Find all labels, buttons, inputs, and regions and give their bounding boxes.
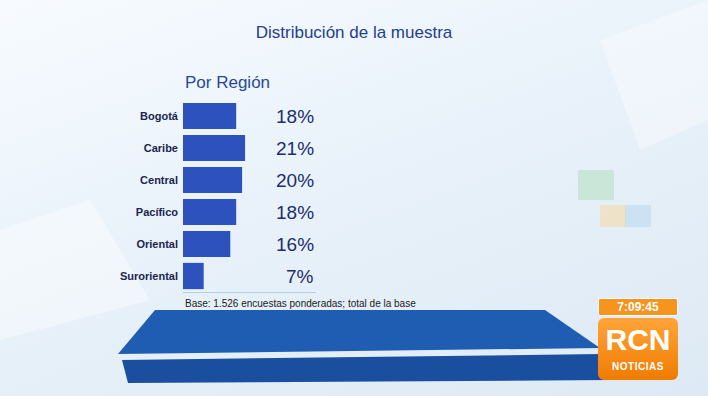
html-text:RCN: RCN [605, 323, 671, 356]
html-text:NOTICIAS: NOTICIAS [612, 361, 664, 372]
svg-text:Suroriental: Suroriental [120, 270, 178, 282]
svg-text:Base: 1.526 encuestas ponderad: Base: 1.526 encuestas ponderadas; total … [185, 298, 416, 309]
svg-text:Pacífico: Pacífico [136, 206, 178, 218]
svg-text:16%: 16% [276, 234, 314, 255]
html-text:7:09:45: 7:09:45 [617, 300, 659, 314]
svg-text:7%: 7% [286, 266, 314, 287]
svg-text:18%: 18% [276, 202, 314, 223]
svg-text:20%: 20% [276, 170, 314, 191]
svg-text:Distribución de la muestra: Distribución de la muestra [256, 23, 453, 42]
svg-text:18%: 18% [276, 106, 314, 127]
svg-text:Oriental: Oriental [136, 238, 178, 250]
svg-text:Caribe: Caribe [144, 142, 178, 154]
svg-text:Central: Central [140, 174, 178, 186]
svg-text:Por Región: Por Región [185, 73, 270, 92]
svg-text:Bogotá: Bogotá [140, 110, 179, 122]
svg-text:21%: 21% [276, 138, 314, 159]
